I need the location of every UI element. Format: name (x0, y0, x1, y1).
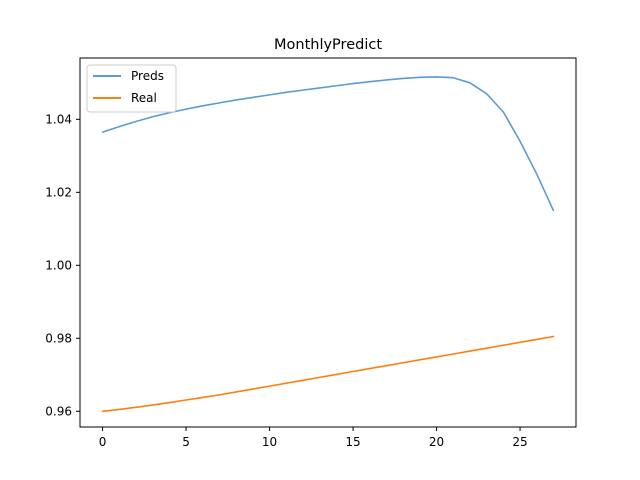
legend: Preds Real (86, 64, 177, 113)
y-axis: 0.96 0.98 1.00 1.02 1.04 (45, 112, 80, 418)
series-line-real (101, 335, 555, 413)
x-tick-label: 25 (512, 435, 527, 449)
x-tick-label: 15 (345, 435, 360, 449)
y-tick-label: 1.00 (45, 258, 72, 272)
y-tick-label: 1.02 (45, 185, 72, 199)
legend-label-preds: Preds (131, 69, 164, 83)
series-lines (101, 76, 555, 413)
x-tick-label: 20 (429, 435, 444, 449)
y-tick-label: 0.96 (45, 404, 72, 418)
y-tick-label: 0.98 (45, 331, 72, 345)
x-tick-label: 0 (99, 435, 107, 449)
series-line-preds (101, 76, 555, 212)
x-tick-label: 5 (182, 435, 190, 449)
plot-frame (79, 57, 577, 428)
legend-label-real: Real (131, 91, 157, 105)
x-axis: 0 5 10 15 20 25 (99, 427, 528, 449)
y-tick-label: 1.04 (45, 112, 72, 126)
x-tick-label: 10 (262, 435, 277, 449)
chart-title: MonthlyPredict (274, 37, 382, 53)
